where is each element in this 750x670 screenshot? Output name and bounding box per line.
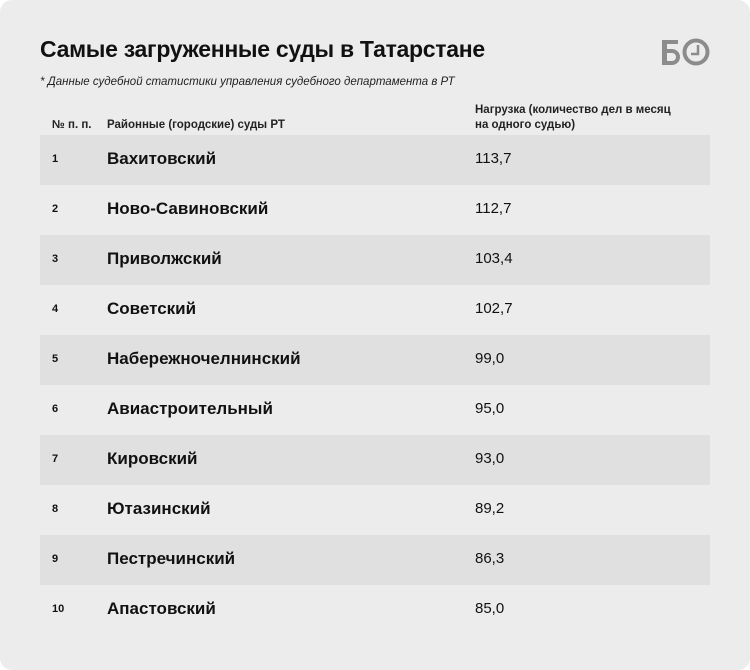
table-row: 10 Апастовский 85,0: [40, 585, 710, 635]
court-name: Ютазинский: [107, 499, 211, 518]
header-load-line1: Нагрузка (количество дел в месяц: [475, 104, 671, 116]
row-number: 2: [52, 203, 59, 215]
row-number: 8: [52, 503, 59, 515]
row-number: 10: [52, 603, 65, 615]
load-value: 95,0: [475, 400, 505, 417]
court-name: Советский: [107, 299, 197, 318]
court-name: Приволжский: [107, 249, 222, 268]
courts-table: 1 Вахитовский 113,7 2 Ново-Савиновский 112,7 3…: [40, 135, 710, 635]
load-value: 103,4: [475, 250, 513, 267]
table-row: 7 Кировский 93,0: [40, 435, 710, 485]
row-number: 7: [52, 453, 59, 465]
row-number: 1: [52, 153, 59, 165]
row-number: 3: [52, 253, 59, 265]
court-name: Апастовский: [107, 599, 216, 618]
table-row: 6 Авиастроительный 95,0: [40, 385, 710, 435]
court-name: Вахитовский: [107, 149, 217, 168]
header-load: Нагрузка (количество дел в месяц на одно…: [475, 103, 671, 133]
court-name: Пестречинский: [107, 549, 236, 568]
load-value: 93,0: [475, 450, 505, 467]
row-number: 9: [52, 553, 59, 565]
load-value: 102,7: [475, 300, 513, 317]
load-value: 99,0: [475, 350, 505, 367]
table-row: 1 Вахитовский 113,7: [40, 135, 710, 185]
load-value: 86,3: [475, 550, 505, 567]
table-row: 5 Набережночелнинский 99,0: [40, 335, 710, 385]
court-name: Ново-Савиновский: [107, 199, 269, 218]
header-load-line2: на одного судью): [475, 119, 576, 131]
source-note: * Данные судебной статистики управления …: [40, 76, 455, 88]
page-title: Самые загруженные суды в Татарстане: [40, 36, 485, 62]
header-court: Районные (городские) суды РТ: [107, 119, 285, 131]
load-value: 85,0: [475, 600, 505, 617]
row-number: 6: [52, 403, 59, 415]
table-row: 8 Ютазинский 89,2: [40, 485, 710, 535]
header-number: № п. п.: [52, 119, 92, 131]
table-row: 9 Пестречинский 86,3: [40, 535, 710, 585]
table-row: 3 Приволжский 103,4: [40, 235, 710, 285]
court-name: Авиастроительный: [107, 399, 273, 418]
load-value: 112,7: [475, 200, 512, 217]
row-number: 4: [52, 303, 59, 315]
table-row: 2 Ново-Савиновский 112,7: [40, 185, 710, 235]
load-value: 89,2: [475, 500, 505, 517]
bo-logo: [662, 38, 710, 66]
row-number: 5: [52, 353, 59, 365]
court-name: Набережночелнинский: [107, 349, 301, 368]
court-name: Кировский: [107, 449, 198, 468]
load-value: 113,7: [475, 150, 512, 167]
table-row: 4 Советский 102,7: [40, 285, 710, 335]
